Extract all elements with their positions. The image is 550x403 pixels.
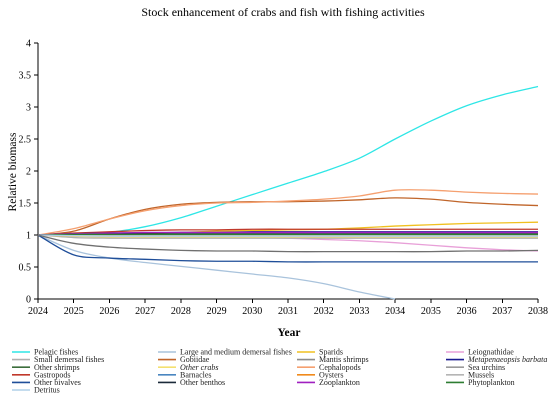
- legend-label-other-shrimps: Other shrimps: [34, 363, 80, 372]
- legend-label-leiognathidae: Leiognathidae: [468, 348, 514, 357]
- x-tick-label: 2029: [207, 306, 227, 317]
- y-tick-label: 3: [26, 103, 31, 114]
- legend-label-sea-urchins: Sea urchins: [468, 363, 505, 372]
- x-tick-label: 2037: [492, 306, 512, 317]
- y-tick-label: 0.5: [19, 263, 32, 274]
- legend-label-other-benthos: Other benthos: [180, 378, 225, 387]
- x-tick-label: 2036: [457, 306, 477, 317]
- series-line-large-and-medium-demersal-fishes: [37, 234, 396, 300]
- series-line-unlabeled: [37, 234, 539, 253]
- legend-label-other-bivalves: Other bivalves: [34, 378, 81, 387]
- series-line-pelagic-fishes: [37, 85, 539, 236]
- x-axis-title: Year: [278, 327, 301, 339]
- legend: Pelagic fishes Large and medium demersal …: [12, 348, 547, 395]
- x-tick-label: 2032: [314, 306, 334, 317]
- y-tick-label: 3.5: [19, 71, 32, 82]
- legend-label-pelagic-fishes: Pelagic fishes: [34, 348, 78, 357]
- legend-label-gastropods: Gastropods: [34, 370, 70, 379]
- legend-label-detritus: Detritus: [34, 386, 60, 395]
- series-line-phytoplankton: [37, 233, 538, 236]
- legend-label-metapenaeopsis-barbata: Metapenaeopsis barbata: [467, 355, 547, 364]
- y-tick-label: 4: [26, 39, 31, 50]
- series-line-gastropods: [37, 228, 538, 236]
- x-tick-label: 2033: [349, 306, 369, 317]
- legend-label-other-crabs: Other crabs: [180, 363, 218, 372]
- y-tick-label: 0: [26, 295, 31, 306]
- legend-label-zooplankton: Zooplankton: [319, 378, 360, 387]
- legend-label-mussels: Mussels: [468, 370, 494, 379]
- x-tick-label: 2035: [421, 306, 441, 317]
- legend-label-phytoplankton: Phytoplankton: [468, 378, 515, 387]
- legend-label-barnacles: Barnacles: [180, 370, 212, 379]
- legend-label-oysters: Oysters: [319, 370, 343, 379]
- y-tick-label: 2: [26, 167, 31, 178]
- legend-label-cephalopods: Cephalopods: [319, 363, 361, 372]
- legend-label-large-and-medium-demersal-fishes: Large and medium demersal fishes: [180, 348, 292, 357]
- legend-label-mantis-shrimps: Mantis shrimps: [319, 355, 369, 364]
- series-line-detritus: [37, 234, 538, 237]
- chart-title: Stock enhancement of crabs and fish with…: [141, 5, 425, 19]
- x-tick-label: 2025: [64, 306, 84, 317]
- legend-label-small-demersal-fishes: Small demersal fishes: [34, 355, 104, 364]
- series-line-small-demersal-fishes: [37, 234, 538, 239]
- x-tick-label: 2027: [135, 306, 155, 317]
- x-tick-label: 2030: [242, 306, 262, 317]
- x-tick-label: 2026: [99, 306, 119, 317]
- series-line-cephalopods: [37, 189, 539, 236]
- series-line-mussels: [37, 234, 538, 237]
- y-tick-label: 2.5: [19, 135, 32, 146]
- x-tick-label: 2034: [385, 306, 405, 317]
- plot-area: 0 0.5 1 1.5 2 2.5 3 3.5 4 2024 2025 2026 2027 2028 202…: [19, 39, 549, 318]
- x-tick-label: 2024: [28, 306, 48, 317]
- y-tick-label: 1.5: [19, 199, 32, 210]
- y-axis-title: Relative biomass: [7, 132, 19, 211]
- series-line-zooplankton: [37, 231, 538, 236]
- x-tick-label: 2031: [278, 306, 298, 317]
- x-tick-label: 2038: [528, 306, 548, 317]
- series-line-other-bivalves: [37, 234, 538, 263]
- legend-label-sparids: Sparids: [319, 348, 343, 357]
- legend-label-gobiidae: Gobiidae: [180, 355, 210, 364]
- y-tick-label: 1: [26, 231, 31, 242]
- x-tick-label: 2028: [171, 306, 191, 317]
